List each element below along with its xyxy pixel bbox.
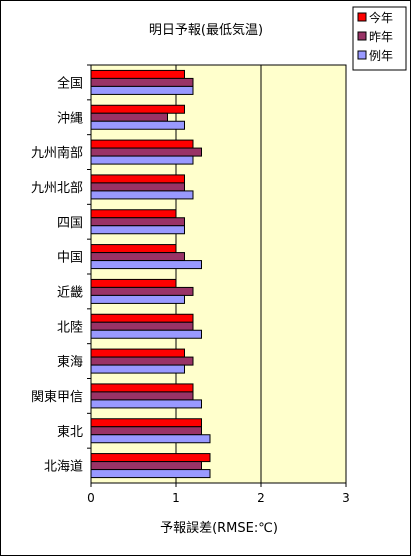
bar-normal <box>90 469 211 479</box>
bar-normal <box>90 155 194 165</box>
bar-this-year <box>90 383 194 393</box>
bar-normal <box>90 434 211 444</box>
category-label: 東海 <box>57 354 83 370</box>
bar-normal <box>90 85 194 95</box>
category-label: 関東甲信 <box>31 389 83 405</box>
bar-last-year <box>90 112 168 122</box>
x-tick-label: 0 <box>87 491 95 505</box>
bar-this-year <box>90 69 185 79</box>
bar-this-year <box>90 418 202 428</box>
bar-last-year <box>90 391 194 401</box>
legend-label: 例年 <box>369 49 393 63</box>
bar-normal <box>90 329 202 339</box>
category-label: 北海道 <box>44 460 83 475</box>
bar-last-year <box>90 77 194 87</box>
legend-label: 今年 <box>369 10 393 25</box>
category-label: 中国 <box>57 251 83 266</box>
bar-last-year <box>90 147 202 157</box>
category-label: 九州南部 <box>31 145 83 161</box>
bar-normal <box>90 260 202 270</box>
category-label: 北陸 <box>57 319 83 335</box>
bar-last-year <box>90 217 185 227</box>
legend-swatch <box>357 12 367 22</box>
bar-last-year <box>90 182 185 192</box>
bar-normal <box>90 225 185 235</box>
category-label: 全国 <box>57 75 83 91</box>
bar-last-year <box>90 252 185 262</box>
bars-group <box>90 69 211 479</box>
plot-area <box>90 64 347 484</box>
bar-last-year <box>90 426 202 436</box>
bar-this-year <box>90 209 177 219</box>
x-tick-labels: 0 1 2 3 <box>87 483 350 505</box>
bar-this-year <box>90 244 177 254</box>
category-label: 九州北部 <box>31 181 83 196</box>
bar-this-year <box>90 453 211 463</box>
legend-swatch <box>357 50 367 60</box>
x-tick-label: 3 <box>342 491 350 505</box>
gridlines <box>175 65 262 483</box>
bar-last-year <box>90 356 194 366</box>
legend-swatch <box>357 31 367 41</box>
bar-this-year <box>90 174 185 184</box>
bar-this-year <box>90 313 194 323</box>
bar-this-year <box>90 348 185 358</box>
bar-this-year <box>90 139 194 149</box>
bar-normal <box>90 294 185 304</box>
category-label: 近畿 <box>57 285 83 300</box>
bar-last-year <box>90 286 194 296</box>
bar-this-year <box>90 104 185 114</box>
x-axis-label: 予報誤差(RMSE:℃) <box>160 520 278 536</box>
category-label: 東北 <box>57 424 83 440</box>
legend-label: 昨年 <box>369 30 393 44</box>
category-label: 沖縄 <box>57 111 83 126</box>
x-tick-label: 2 <box>257 491 265 505</box>
bar-last-year <box>90 321 194 331</box>
bar-normal <box>90 399 202 409</box>
x-tick-label: 1 <box>172 491 180 505</box>
bar-normal <box>90 364 185 374</box>
chart-title: 明日予報(最低気温) <box>149 22 263 38</box>
bar-normal <box>90 190 194 200</box>
bar-last-year <box>90 461 202 471</box>
bar-this-year <box>90 278 177 288</box>
category-label: 四国 <box>57 216 83 231</box>
bar-normal <box>90 120 185 130</box>
